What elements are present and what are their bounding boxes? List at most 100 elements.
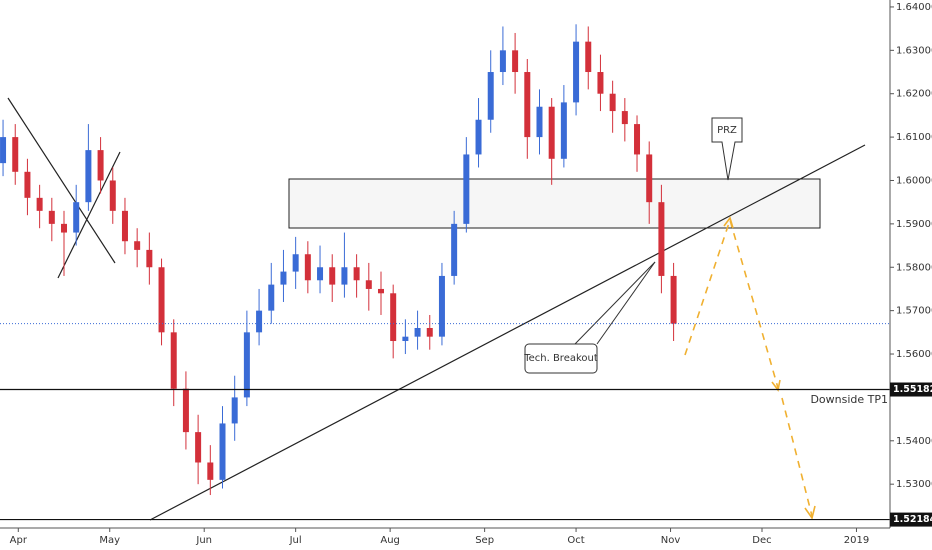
projection-arrow (781, 397, 813, 517)
candle-body (256, 310, 263, 333)
candle-body (365, 280, 372, 289)
candle-body (292, 254, 299, 272)
candle-body (512, 50, 519, 73)
candle-body (585, 41, 592, 73)
target-label: Downside TP1 (810, 393, 888, 406)
prz-callout (711, 117, 743, 181)
candle-body (231, 397, 238, 424)
candle-body (97, 150, 104, 181)
projection-arrow (684, 217, 779, 389)
candle-body (548, 106, 555, 159)
candle-body (48, 210, 55, 224)
candle-body (182, 388, 189, 433)
candle-body (280, 271, 287, 285)
candle-body (146, 249, 153, 268)
candle-body (73, 202, 80, 233)
candle-body (353, 267, 360, 281)
candle-body (243, 332, 250, 398)
y-tick-label: 1.61000 (896, 132, 932, 143)
candle-body (463, 154, 470, 224)
pattern-line (7, 97, 116, 264)
candle-body (573, 41, 580, 103)
candle-body (560, 102, 567, 159)
y-tick-label: 1.58000 (896, 262, 932, 273)
candle-body (195, 432, 202, 463)
y-tick-label: 1.59000 (896, 219, 932, 230)
candle-body (85, 150, 92, 203)
candle-body (499, 50, 506, 73)
candle-body (36, 197, 43, 211)
candle-body (377, 288, 384, 294)
x-tick-label: Dec (752, 535, 771, 546)
x-tick-label: Jun (195, 535, 212, 546)
x-tick-label: 2019 (844, 535, 869, 546)
candle-body (426, 327, 433, 337)
y-tick-label: 1.53000 (896, 479, 932, 490)
callout-pointer (574, 261, 656, 345)
arrow-head (771, 379, 781, 392)
candles (0, 24, 890, 496)
prz-label: PRZ (717, 125, 737, 136)
drawings (7, 97, 866, 521)
y-tick-label: 1.56000 (896, 349, 932, 360)
candle-body (536, 106, 543, 138)
x-tick-label: Apr (10, 535, 28, 546)
y-tick-label: 1.60000 (896, 175, 932, 186)
candle-body (61, 223, 68, 233)
candle-body (341, 267, 348, 285)
x-tick-label: Oct (567, 535, 584, 546)
candle-body (670, 275, 677, 324)
candle-body (634, 124, 641, 155)
x-tick-label: Sep (475, 535, 494, 546)
candle-body (207, 462, 214, 480)
level-tag (890, 512, 932, 527)
candle-body (414, 327, 421, 337)
candle-body (621, 111, 628, 125)
candle-body (317, 267, 324, 281)
overlay: PRZ Tech. Breakout Downside TP1 (0, 125, 890, 521)
candle-body (304, 254, 311, 281)
y-tick-label: 1.62000 (896, 89, 932, 100)
callout-pointer (596, 261, 656, 345)
x-tick-label: Jul (289, 535, 302, 546)
candle-body (109, 180, 116, 211)
x-tick-label: Nov (661, 535, 681, 546)
y-tick-label: 1.54000 (896, 436, 932, 447)
candle-body (438, 275, 445, 337)
candle-body (158, 267, 165, 333)
candle-body (451, 223, 458, 276)
candle-body (390, 293, 397, 342)
y-tick-label: 1.63000 (896, 45, 932, 56)
candle-body (487, 72, 494, 120)
y-tick-label: 1.64000 (896, 2, 932, 13)
trendline (149, 144, 866, 521)
candle-body (329, 267, 336, 285)
candle-body (597, 72, 604, 94)
breakout-callout (524, 343, 598, 374)
candle-body (219, 423, 226, 480)
arrow-head (804, 505, 816, 520)
level-label: 1.52184 (893, 514, 932, 525)
y-tick-label: 1.57000 (896, 306, 932, 317)
candle-body (524, 72, 531, 138)
candle-body (134, 241, 141, 250)
breakout-label: Tech. Breakout (523, 353, 598, 364)
candle-body (402, 336, 409, 342)
x-tick-label: May (99, 535, 120, 546)
candle-body (12, 137, 19, 172)
candle-body (609, 93, 616, 112)
x-tick-label: Aug (380, 535, 400, 546)
candle-body (24, 171, 31, 198)
pattern-line (57, 151, 121, 279)
candle-body (121, 210, 128, 242)
candle-body (0, 137, 7, 164)
candle-body (475, 119, 482, 155)
candle-body (646, 154, 653, 203)
arrow-head (723, 216, 734, 229)
candle-body (170, 332, 177, 389)
level-tag (890, 382, 932, 397)
level-label: 1.55182 (893, 384, 932, 395)
candle-body (268, 284, 275, 311)
candle-body (658, 202, 665, 276)
